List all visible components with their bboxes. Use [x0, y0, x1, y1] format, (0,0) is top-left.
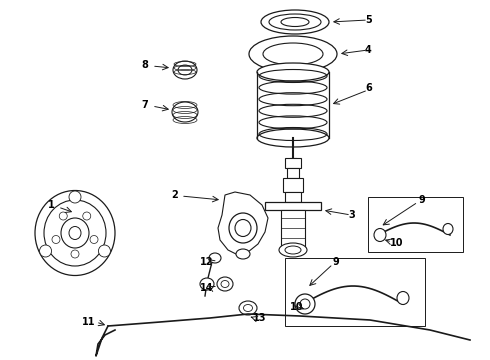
Ellipse shape — [69, 191, 81, 203]
Ellipse shape — [374, 229, 386, 242]
Ellipse shape — [443, 224, 453, 234]
Ellipse shape — [239, 301, 257, 315]
Ellipse shape — [35, 190, 115, 275]
Text: 7: 7 — [141, 100, 148, 110]
Ellipse shape — [98, 245, 110, 257]
Polygon shape — [218, 192, 268, 255]
Ellipse shape — [173, 61, 197, 79]
Ellipse shape — [40, 245, 51, 257]
Text: 5: 5 — [365, 15, 372, 25]
Ellipse shape — [235, 220, 251, 237]
Text: 10: 10 — [290, 302, 303, 312]
Text: 4: 4 — [365, 45, 372, 55]
Bar — [368, 197, 463, 252]
Bar — [281, 210, 305, 250]
Ellipse shape — [61, 218, 89, 248]
Bar — [265, 202, 321, 210]
Ellipse shape — [178, 65, 192, 75]
Bar — [285, 192, 301, 202]
Text: 9: 9 — [418, 195, 425, 205]
Ellipse shape — [281, 18, 309, 27]
Text: 8: 8 — [141, 60, 148, 70]
Ellipse shape — [257, 129, 329, 147]
Ellipse shape — [229, 213, 257, 243]
Ellipse shape — [249, 36, 337, 72]
Text: 3: 3 — [348, 210, 355, 220]
Bar — [287, 168, 299, 178]
Ellipse shape — [209, 253, 221, 263]
Text: 12: 12 — [199, 257, 213, 267]
Ellipse shape — [295, 294, 315, 314]
Ellipse shape — [279, 243, 307, 257]
Ellipse shape — [257, 63, 329, 81]
Ellipse shape — [263, 43, 323, 65]
Ellipse shape — [261, 10, 329, 34]
Text: 10: 10 — [390, 238, 403, 248]
Text: 2: 2 — [171, 190, 178, 200]
Text: 6: 6 — [365, 83, 372, 93]
Ellipse shape — [200, 278, 214, 290]
Ellipse shape — [397, 292, 409, 305]
Ellipse shape — [44, 200, 106, 266]
Ellipse shape — [172, 102, 198, 122]
Ellipse shape — [269, 14, 321, 30]
Text: 14: 14 — [199, 283, 213, 293]
Ellipse shape — [236, 249, 250, 259]
Text: 13: 13 — [253, 313, 267, 323]
Bar — [283, 178, 303, 192]
Text: 11: 11 — [81, 317, 95, 327]
Text: 9: 9 — [332, 257, 339, 267]
Bar — [285, 258, 425, 326]
Ellipse shape — [217, 277, 233, 291]
Text: 1: 1 — [48, 200, 55, 210]
Bar — [285, 158, 301, 168]
